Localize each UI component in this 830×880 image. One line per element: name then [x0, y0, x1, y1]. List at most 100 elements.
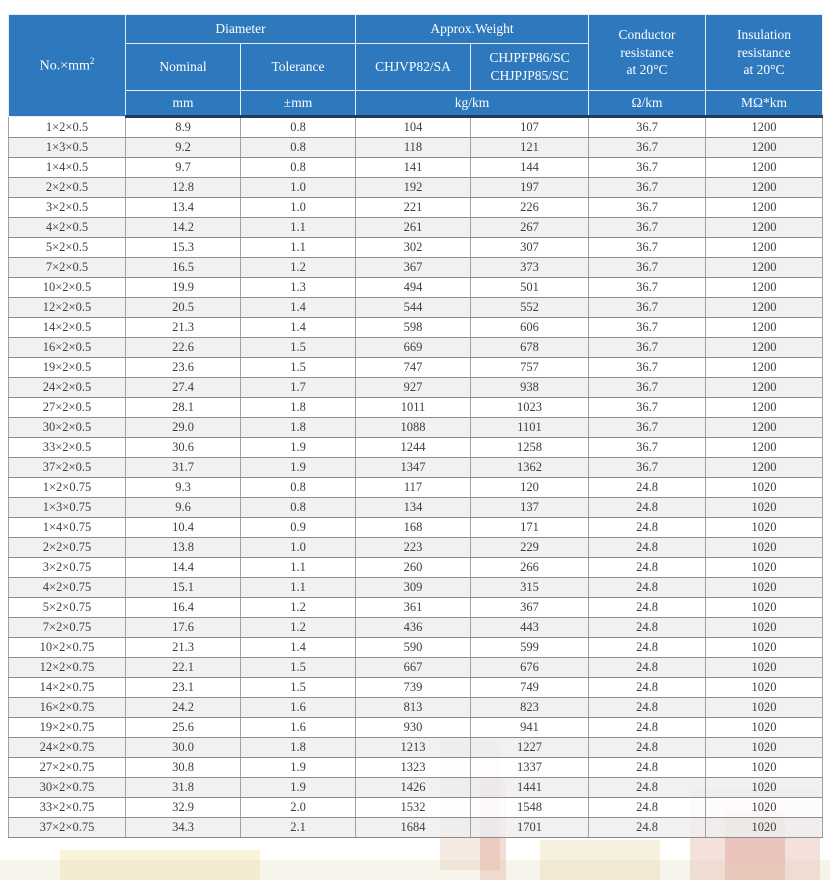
- cell-conductor-resistance: 24.8: [588, 537, 707, 558]
- cell-insulation-resistance: 1020: [705, 557, 824, 578]
- cell-tolerance: 1.4: [239, 637, 357, 658]
- cell-tolerance: 1.1: [239, 217, 357, 238]
- cell-spec: 14×2×0.75: [8, 677, 126, 698]
- cell-weight-chjvp82sa: 1347: [355, 457, 472, 478]
- cell-insulation-resistance: 1020: [705, 797, 824, 818]
- cell-conductor-resistance: 36.7: [588, 177, 707, 198]
- cell-insulation-resistance: 1020: [705, 517, 824, 538]
- cell-insulation-resistance: 1200: [705, 157, 824, 178]
- cell-nominal: 30.0: [125, 737, 241, 758]
- cell-tolerance: 1.1: [239, 237, 357, 258]
- cell-weight-chjpfp86sc: 1101: [470, 417, 590, 438]
- cell-conductor-resistance: 24.8: [588, 557, 707, 578]
- cell-weight-chjvp82sa: 494: [355, 277, 472, 298]
- cell-weight-chjpfp86sc: 315: [470, 577, 590, 598]
- header-conductor-line3: at 20°C: [626, 62, 668, 78]
- table-row: 16×2×0.75 24.2 1.6 813 823 24.8 1020: [8, 697, 824, 718]
- cell-spec: 1×2×0.5: [8, 116, 126, 138]
- header-no-mm2: No.×mm2: [8, 14, 126, 117]
- cell-weight-chjvp82sa: 747: [355, 357, 472, 378]
- cell-nominal: 30.6: [125, 437, 241, 458]
- cell-nominal: 9.3: [125, 477, 241, 498]
- cell-conductor-resistance: 24.8: [588, 677, 707, 698]
- cell-insulation-resistance: 1020: [705, 537, 824, 558]
- cell-conductor-resistance: 36.7: [588, 297, 707, 318]
- cell-spec: 33×2×0.75: [8, 797, 126, 818]
- cell-spec: 7×2×0.75: [8, 617, 126, 638]
- cell-weight-chjpfp86sc: 1701: [470, 817, 590, 838]
- cell-weight-chjvp82sa: 1426: [355, 777, 472, 798]
- cell-tolerance: 0.9: [239, 517, 357, 538]
- cell-spec: 1×3×0.75: [8, 497, 126, 518]
- cell-spec: 3×2×0.75: [8, 557, 126, 578]
- table-row: 24×2×0.75 30.0 1.8 1213 1227 24.8 1020: [8, 737, 824, 758]
- header-weight-type2-line2: CHJPJP85/SC: [490, 68, 569, 83]
- cell-tolerance: 1.8: [239, 737, 357, 758]
- cell-weight-chjpfp86sc: 1441: [470, 777, 590, 798]
- table-row: 7×2×0.75 17.6 1.2 436 443 24.8 1020: [8, 617, 824, 638]
- header-insulation-line1: Insulation: [737, 27, 792, 43]
- table-body: 1×2×0.5 8.9 0.8 104 107 36.7 1200 1×3×0.5 9.2 0.8…: [8, 116, 824, 838]
- header-insulation-resistance: Insulation resistance at 20°C: [705, 14, 824, 91]
- cell-insulation-resistance: 1200: [705, 177, 824, 198]
- table-row: 27×2×0.75 30.8 1.9 1323 1337 24.8 1020: [8, 757, 824, 778]
- table-row: 14×2×0.5 21.3 1.4 598 606 36.7 1200: [8, 317, 824, 338]
- cell-spec: 2×2×0.5: [8, 177, 126, 198]
- cell-weight-chjpfp86sc: 137: [470, 497, 590, 518]
- cell-spec: 5×2×0.75: [8, 597, 126, 618]
- header-nominal: Nominal: [125, 43, 241, 91]
- cell-conductor-resistance: 36.7: [588, 217, 707, 238]
- watermark-shape: [0, 860, 830, 880]
- cell-weight-chjpfp86sc: 757: [470, 357, 590, 378]
- header-conductor-line2: resistance: [620, 44, 674, 60]
- cell-nominal: 29.0: [125, 417, 241, 438]
- cell-spec: 12×2×0.5: [8, 297, 126, 318]
- cell-weight-chjpfp86sc: 678: [470, 337, 590, 358]
- cell-insulation-resistance: 1200: [705, 317, 824, 338]
- cell-spec: 3×2×0.5: [8, 197, 126, 218]
- cell-weight-chjvp82sa: 1011: [355, 397, 472, 418]
- cell-weight-chjpfp86sc: 373: [470, 257, 590, 278]
- table-row: 37×2×0.75 34.3 2.1 1684 1701 24.8 1020: [8, 817, 824, 838]
- cell-nominal: 22.6: [125, 337, 241, 358]
- cell-insulation-resistance: 1200: [705, 257, 824, 278]
- table-row: 1×2×0.75 9.3 0.8 117 120 24.8 1020: [8, 477, 824, 498]
- cell-weight-chjvp82sa: 168: [355, 517, 472, 538]
- cell-tolerance: 0.8: [239, 477, 357, 498]
- cell-nominal: 14.2: [125, 217, 241, 238]
- cell-conductor-resistance: 24.8: [588, 517, 707, 538]
- cell-weight-chjpfp86sc: 266: [470, 557, 590, 578]
- cell-tolerance: 1.7: [239, 377, 357, 398]
- cell-tolerance: 1.0: [239, 197, 357, 218]
- cell-tolerance: 1.9: [239, 757, 357, 778]
- cell-tolerance: 1.5: [239, 357, 357, 378]
- cell-conductor-resistance: 36.7: [588, 137, 707, 158]
- cell-spec: 14×2×0.5: [8, 317, 126, 338]
- cell-tolerance: 2.1: [239, 817, 357, 838]
- table-row: 1×4×0.5 9.7 0.8 141 144 36.7 1200: [8, 157, 824, 178]
- cell-tolerance: 0.8: [239, 497, 357, 518]
- watermark-shape: [540, 840, 660, 880]
- header-conductor-line1: Conductor: [618, 27, 676, 43]
- cell-weight-chjpfp86sc: 599: [470, 637, 590, 658]
- cell-weight-chjvp82sa: 1532: [355, 797, 472, 818]
- cell-nominal: 15.1: [125, 577, 241, 598]
- cell-spec: 5×2×0.5: [8, 237, 126, 258]
- table-row: 16×2×0.5 22.6 1.5 669 678 36.7 1200: [8, 337, 824, 358]
- cell-weight-chjpfp86sc: 1258: [470, 437, 590, 458]
- cell-weight-chjvp82sa: 141: [355, 157, 472, 178]
- cell-weight-chjpfp86sc: 938: [470, 377, 590, 398]
- cell-insulation-resistance: 1200: [705, 397, 824, 418]
- cell-insulation-resistance: 1020: [705, 477, 824, 498]
- cell-spec: 37×2×0.5: [8, 457, 126, 478]
- unit-conductor: Ω/km: [588, 90, 707, 118]
- cell-nominal: 16.5: [125, 257, 241, 278]
- cell-conductor-resistance: 24.8: [588, 577, 707, 598]
- cell-nominal: 13.8: [125, 537, 241, 558]
- cell-nominal: 21.3: [125, 637, 241, 658]
- table-row: 7×2×0.5 16.5 1.2 367 373 36.7 1200: [8, 257, 824, 278]
- cell-nominal: 31.8: [125, 777, 241, 798]
- cell-tolerance: 1.9: [239, 457, 357, 478]
- cell-weight-chjvp82sa: 118: [355, 137, 472, 158]
